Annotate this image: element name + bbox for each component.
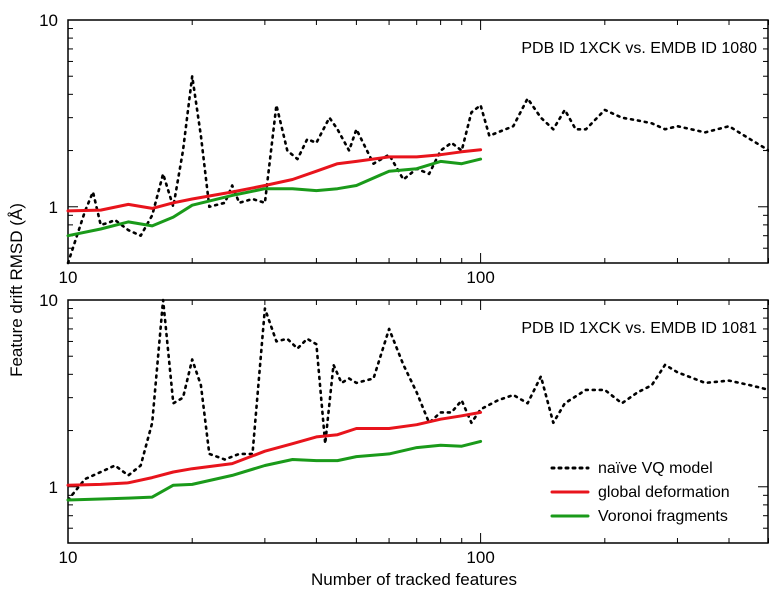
series-line-global-deformation	[66, 410, 483, 487]
top-panel: 10 100 1 10 PDB ID 1XCK vs. EMDB ID 1080	[39, 11, 769, 287]
y-axis-title: Feature drift RMSD (Å)	[7, 203, 26, 377]
plot-frame	[67, 299, 769, 544]
legend-label: global deformation	[598, 484, 730, 501]
bottom-panel: 10 100 1 10 PDB ID 1XCK vs. EMDB ID 1081 naïv…	[39, 291, 769, 567]
series-line-global-deformation	[66, 148, 483, 213]
x-tick-label: 10	[59, 548, 78, 567]
series-line-na-ve-vq-model	[66, 298, 769, 502]
x-tick-label: 100	[466, 268, 494, 287]
legend: naïve VQ model global deformation Voronoi …	[550, 460, 730, 525]
series-line-na-ve-vq-model	[66, 74, 769, 265]
series-line-voronoi-fragments	[66, 157, 483, 238]
series-line-voronoi-fragments	[66, 439, 483, 502]
panel-annotation: PDB ID 1XCK vs. EMDB ID 1081	[521, 320, 757, 337]
y-tick-label: 1	[49, 198, 58, 217]
panel-annotation: PDB ID 1XCK vs. EMDB ID 1080	[521, 40, 757, 57]
y-tick-label: 10	[39, 11, 58, 30]
legend-label: Voronoi fragments	[598, 508, 728, 525]
x-axis-title: Number of tracked features	[311, 570, 517, 589]
y-tick-label: 1	[49, 478, 58, 497]
x-tick-label: 10	[59, 268, 78, 287]
y-tick-label: 10	[39, 291, 58, 310]
legend-label: naïve VQ model	[598, 460, 713, 477]
plot-frame	[67, 19, 769, 264]
x-tick-label: 100	[466, 548, 494, 567]
